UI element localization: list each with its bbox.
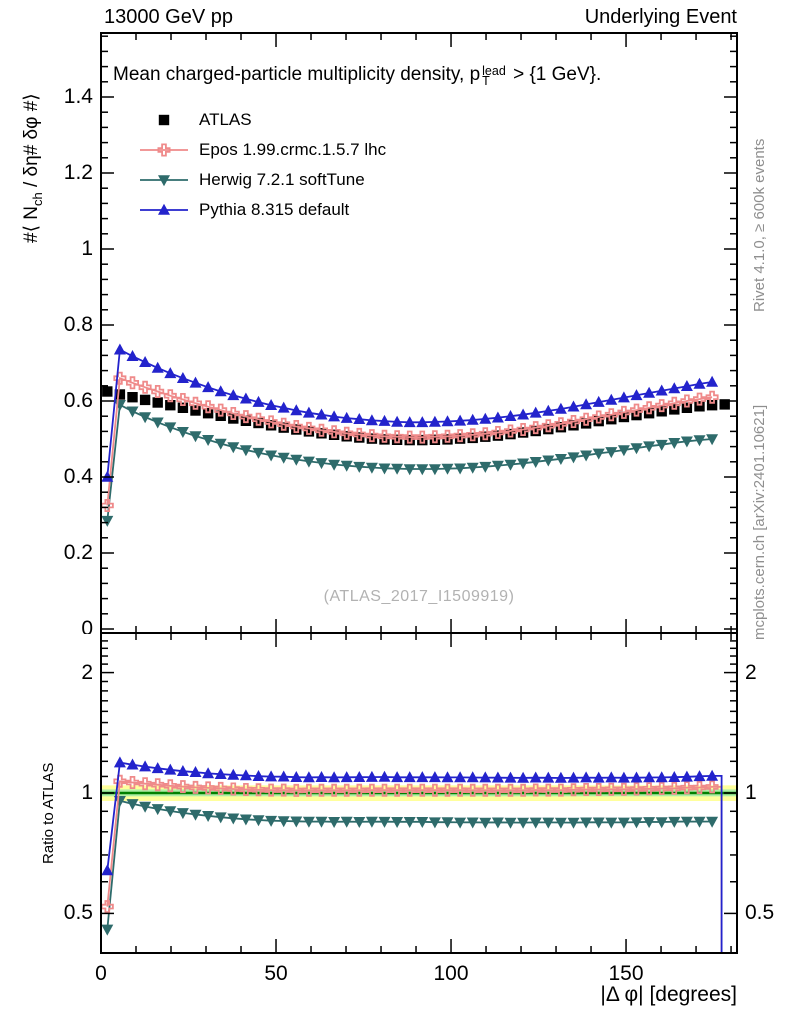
legend-label: ATLAS (199, 110, 252, 129)
series-pythia-ratio (101, 756, 723, 953)
pt-superscript: lead (482, 64, 506, 78)
pt-lead-supsub: lead T (482, 64, 506, 88)
tick-label: 0.2 (63, 541, 93, 564)
tick-label: 0.4 (63, 465, 93, 488)
tick-label: 0.6 (63, 389, 93, 412)
series-herwig-ratio (101, 796, 719, 936)
tick-label: 2 (81, 660, 93, 684)
legend-item-herwig: Herwig 7.2.1 softTune (138, 165, 386, 195)
main-y-tick-labels: 0 0.2 0.4 0.6 0.8 1 1.2 1.4 (41, 33, 93, 634)
legend: ATLAS Epos 1.99.crmc.1.5.7 lhc Herwig 7.… (138, 105, 386, 225)
analysis-id-watermark: (ATLAS_2017_I1509919) (323, 588, 515, 605)
legend-item-pythia: Pythia 8.315 default (138, 195, 386, 225)
series-epos (101, 371, 719, 512)
legend-item-atlas: ATLAS (138, 105, 386, 135)
legend-item-epos: Epos 1.99.crmc.1.5.7 lhc (138, 135, 386, 165)
herwig-triangle-marker-icon (140, 175, 188, 187)
series-herwig (101, 400, 719, 527)
tick-label: 0.5 (63, 901, 93, 925)
tick-label: 2 (745, 660, 757, 684)
tick-label: 0 (95, 962, 107, 985)
tick-label: 1.2 (63, 161, 93, 184)
tick-label: 1 (81, 781, 93, 804)
pythia-triangle-marker-icon (140, 203, 188, 215)
legend-label: Herwig 7.2.1 softTune (199, 170, 365, 189)
tick-label: 0.5 (745, 901, 775, 925)
legend-label: Pythia 8.315 default (199, 200, 350, 219)
x-axis-label: |Δ φ| [degrees] (600, 983, 737, 1006)
tick-label: 0.8 (63, 313, 93, 336)
tick-label: 100 (433, 962, 469, 985)
series-pythia (101, 343, 719, 482)
plot-title-suffix: > {1 GeV}. (507, 64, 602, 85)
atlas-square-marker-icon (158, 114, 170, 126)
beam-energy-label: 13000 GeV pp (104, 6, 233, 28)
pt-subscript: T (482, 74, 490, 88)
tick-label: 150 (608, 962, 644, 985)
ratio-panel (100, 632, 738, 954)
epos-plus-marker-icon (140, 143, 188, 157)
legend-label: Epos 1.99.crmc.1.5.7 lhc (199, 140, 387, 159)
plot-title-text: Mean charged-particle multiplicity densi… (113, 64, 481, 85)
plot-title: Mean charged-particle multiplicity densi… (113, 64, 602, 88)
tick-label: 1 (81, 237, 93, 260)
tick-label: 1 (745, 781, 757, 804)
series-epos-ratio (101, 774, 723, 953)
tick-label: 1.4 (63, 85, 93, 108)
analysis-topic-label: Underlying Event (584, 6, 737, 28)
tick-label: 0 (81, 617, 93, 634)
tick-label: 50 (264, 962, 288, 985)
main-panel (100, 32, 738, 634)
